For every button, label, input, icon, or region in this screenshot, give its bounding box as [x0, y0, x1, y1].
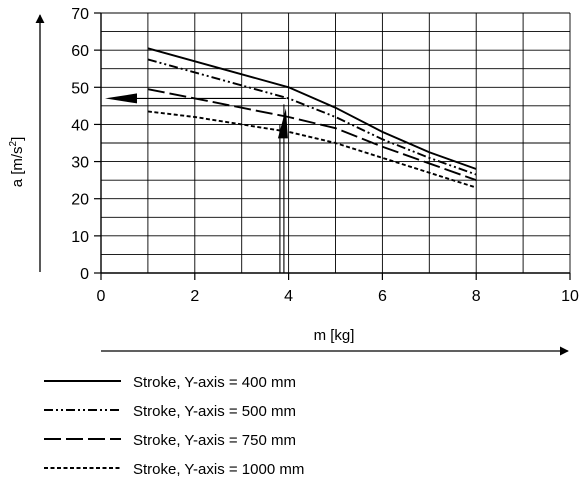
- legend-label-4: Stroke, Y-axis = 1000 mm: [133, 461, 304, 478]
- y-axis-label-main: a [m/s: [9, 146, 26, 187]
- y-tick-label: 10: [71, 229, 89, 246]
- axes: 0 10 20 30 40 50 60 70 0 2 4 6 8 10: [35, 6, 579, 356]
- x-tick-label: 10: [561, 288, 579, 305]
- x-tick-label: 6: [378, 288, 387, 305]
- y-tick-label: 0: [80, 266, 89, 283]
- x-axis-label: m [kg]: [314, 327, 355, 344]
- y-tick-label: 60: [71, 43, 89, 60]
- legend: Stroke, Y-axis = 400 mm Stroke, Y-axis = …: [44, 374, 304, 478]
- y-tick-label: 20: [71, 192, 89, 209]
- legend-label-2: Stroke, Y-axis = 500 mm: [133, 403, 296, 420]
- series-line-2: [147, 58, 477, 176]
- series-line-3: [147, 88, 477, 182]
- y-tick-label: 50: [71, 80, 89, 97]
- y-axis-label-superscript: 2: [8, 140, 19, 146]
- y-tick-label: 30: [71, 155, 89, 172]
- reading-annotation: [105, 93, 288, 273]
- grid: [100, 12, 571, 274]
- y-axis-label-close: ]: [9, 137, 26, 141]
- reading-up-arrowhead: [277, 108, 288, 139]
- x-tick-label: 0: [97, 288, 106, 305]
- y-tick-label: 40: [71, 117, 89, 134]
- series-line-1: [147, 47, 477, 170]
- y-tick-label: 70: [71, 6, 89, 23]
- series-line-4: [147, 110, 477, 189]
- legend-label-3: Stroke, Y-axis = 750 mm: [133, 432, 296, 449]
- x-tick-label: 4: [284, 288, 293, 305]
- legend-label-1: Stroke, Y-axis = 400 mm: [133, 374, 296, 391]
- x-tick-label: 2: [190, 288, 199, 305]
- axis-labels: m [kg] a [m/s2]: [8, 137, 354, 344]
- reading-left-arrowhead: [105, 93, 137, 104]
- x-tick-label: 8: [472, 288, 481, 305]
- series-lines: [147, 47, 477, 189]
- y-axis-label: a [m/s2]: [8, 137, 26, 188]
